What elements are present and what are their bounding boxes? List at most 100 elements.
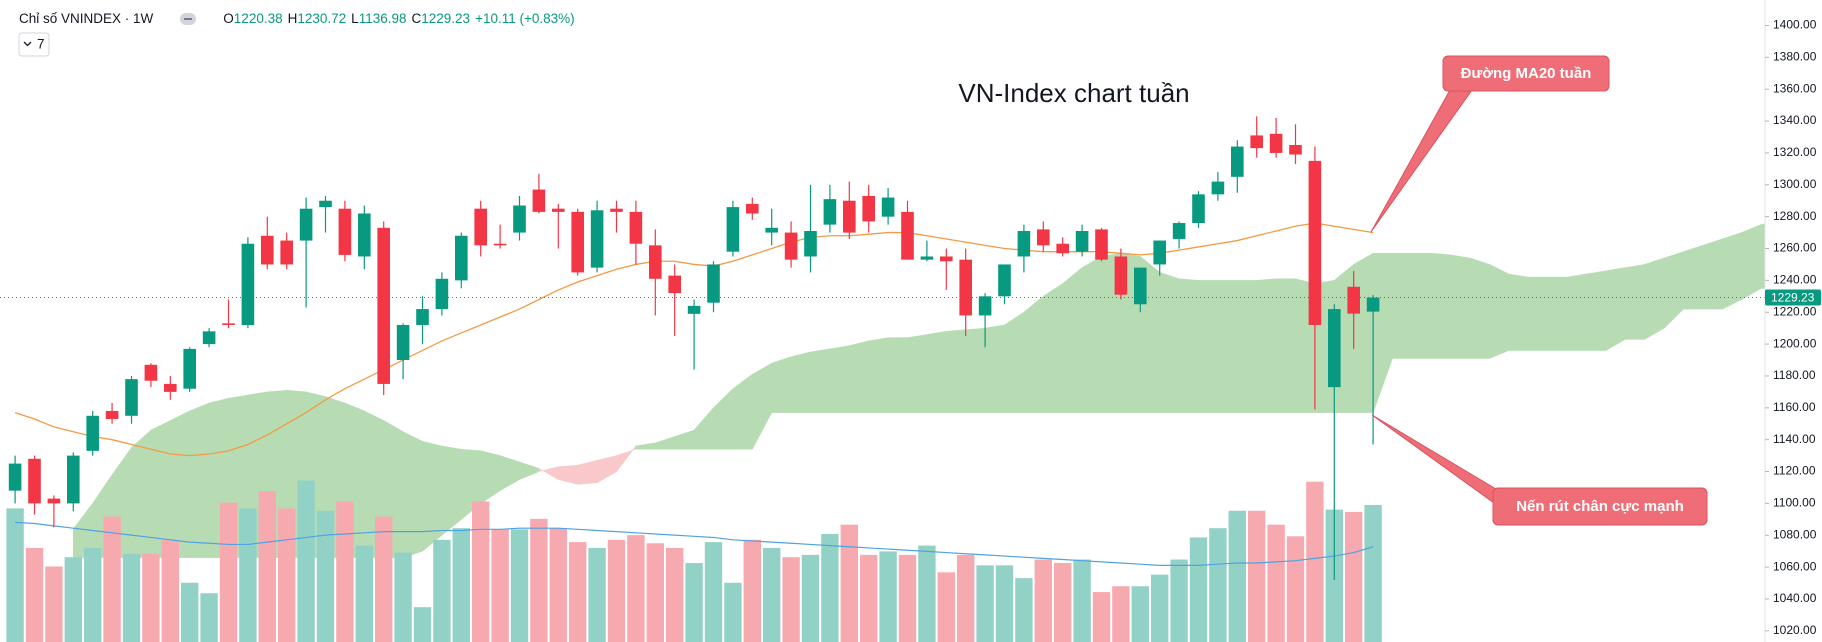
candle-body xyxy=(299,208,313,241)
candle-body xyxy=(804,230,817,257)
volume-bar xyxy=(472,501,490,642)
y-tick-label: 1360.00 xyxy=(1773,81,1817,95)
indicator-toggle[interactable] xyxy=(18,32,50,57)
cloud-segment xyxy=(402,431,423,558)
cloud-segment xyxy=(1702,238,1723,310)
candle-body xyxy=(668,275,681,294)
ma20-line xyxy=(14,222,1374,457)
volume-bar xyxy=(782,557,800,642)
cloud-segment xyxy=(713,387,734,450)
y-tick-label: 1120.00 xyxy=(1773,464,1816,478)
candle-body xyxy=(784,232,798,260)
l-value: 1136.98 xyxy=(359,11,407,26)
candle-body xyxy=(319,200,332,208)
o-value: 1220.38 xyxy=(234,11,283,26)
volume-bar xyxy=(1286,536,1305,642)
cloud-segment xyxy=(945,329,967,413)
cloud-segment xyxy=(441,445,462,536)
volume-bar xyxy=(588,547,606,642)
cloud-segment xyxy=(422,440,443,552)
volume-bar xyxy=(219,502,238,642)
cloud-segment xyxy=(1644,257,1665,340)
y-tick-label: 1200.00 xyxy=(1773,336,1817,350)
volume-bar xyxy=(646,543,664,642)
candle-body xyxy=(1231,146,1244,177)
cloud-segment xyxy=(771,356,792,413)
volume-bar xyxy=(1364,504,1382,642)
chart-title: VN-Index chart tuần xyxy=(958,78,1189,108)
cloud-segment xyxy=(616,445,637,473)
candle-body xyxy=(338,208,352,255)
volume-bar xyxy=(1015,578,1033,642)
volume-bar xyxy=(937,572,955,642)
volume-bar xyxy=(1170,559,1188,642)
candle-body xyxy=(629,211,643,244)
candle-body xyxy=(746,203,759,214)
candle-body xyxy=(920,256,934,260)
cloud-segment xyxy=(1528,276,1548,351)
volume-bar xyxy=(860,554,878,642)
volume-bar xyxy=(1112,586,1130,642)
cloud-segment xyxy=(499,455,520,492)
candle-body xyxy=(1192,194,1205,224)
candle-body xyxy=(610,208,623,212)
callout-pointer xyxy=(1370,89,1473,233)
candle-body xyxy=(823,199,837,225)
y-tick-label: 1180.00 xyxy=(1773,368,1816,382)
y-tick-label: 1340.00 xyxy=(1773,113,1817,127)
cloud-segment xyxy=(887,337,908,413)
candle-body xyxy=(396,324,410,361)
candle-body xyxy=(241,243,255,325)
candle-body xyxy=(1134,267,1147,305)
cloud-segment xyxy=(170,410,190,558)
candle-body xyxy=(940,256,953,262)
volume-bar xyxy=(1054,563,1072,642)
y-tick-label: 1260.00 xyxy=(1773,241,1817,255)
volume-bar xyxy=(510,529,529,642)
volume-bar xyxy=(1345,511,1363,642)
cloud-segment xyxy=(1256,278,1277,413)
volume-bar xyxy=(161,539,179,642)
volume-bar xyxy=(704,542,723,642)
price-layer xyxy=(0,116,1765,580)
candle-body xyxy=(1269,133,1283,153)
last-price-label: 1229.23 xyxy=(1771,291,1815,305)
callout-pointer xyxy=(1371,414,1502,509)
volume-bar xyxy=(25,547,44,642)
volume-bar xyxy=(549,528,567,642)
volume-bar xyxy=(413,607,432,642)
cloud-segment xyxy=(965,327,986,413)
cloud-segment xyxy=(1043,283,1063,413)
volume-bar xyxy=(918,545,936,642)
candle-body xyxy=(8,463,22,491)
candle-body xyxy=(1250,135,1263,149)
volume-bar xyxy=(1131,586,1149,642)
y-tick-label: 1400.00 xyxy=(1773,18,1817,32)
y-tick-label: 1060.00 xyxy=(1773,559,1817,573)
candle-body xyxy=(998,264,1011,297)
c-value: 1229.23 xyxy=(421,11,470,26)
y-tick-label: 1140.00 xyxy=(1773,432,1816,446)
y-tick-label: 1080.00 xyxy=(1773,527,1817,541)
volume-bar xyxy=(898,554,917,642)
cloud-segment xyxy=(1663,251,1684,329)
cloud-segment xyxy=(538,466,559,481)
cloud-segment xyxy=(189,402,210,558)
candle-body xyxy=(474,208,487,246)
cloud-segment xyxy=(790,351,811,413)
candle-body xyxy=(649,245,662,279)
cloud-segment xyxy=(751,362,773,450)
cloud-segment xyxy=(1547,276,1568,351)
cloud-segment xyxy=(1198,280,1219,413)
cloud-segment xyxy=(1586,270,1607,351)
volume-bar xyxy=(957,554,975,642)
cloud-segment xyxy=(1411,252,1432,359)
candle-body xyxy=(1056,243,1069,254)
volume-bar xyxy=(1209,528,1227,642)
cloud-segment xyxy=(1392,252,1413,359)
cloud-segment xyxy=(131,429,152,558)
indicator-count: 7 xyxy=(37,37,45,52)
volume-bar xyxy=(840,524,858,642)
cloud-segment xyxy=(848,340,870,413)
